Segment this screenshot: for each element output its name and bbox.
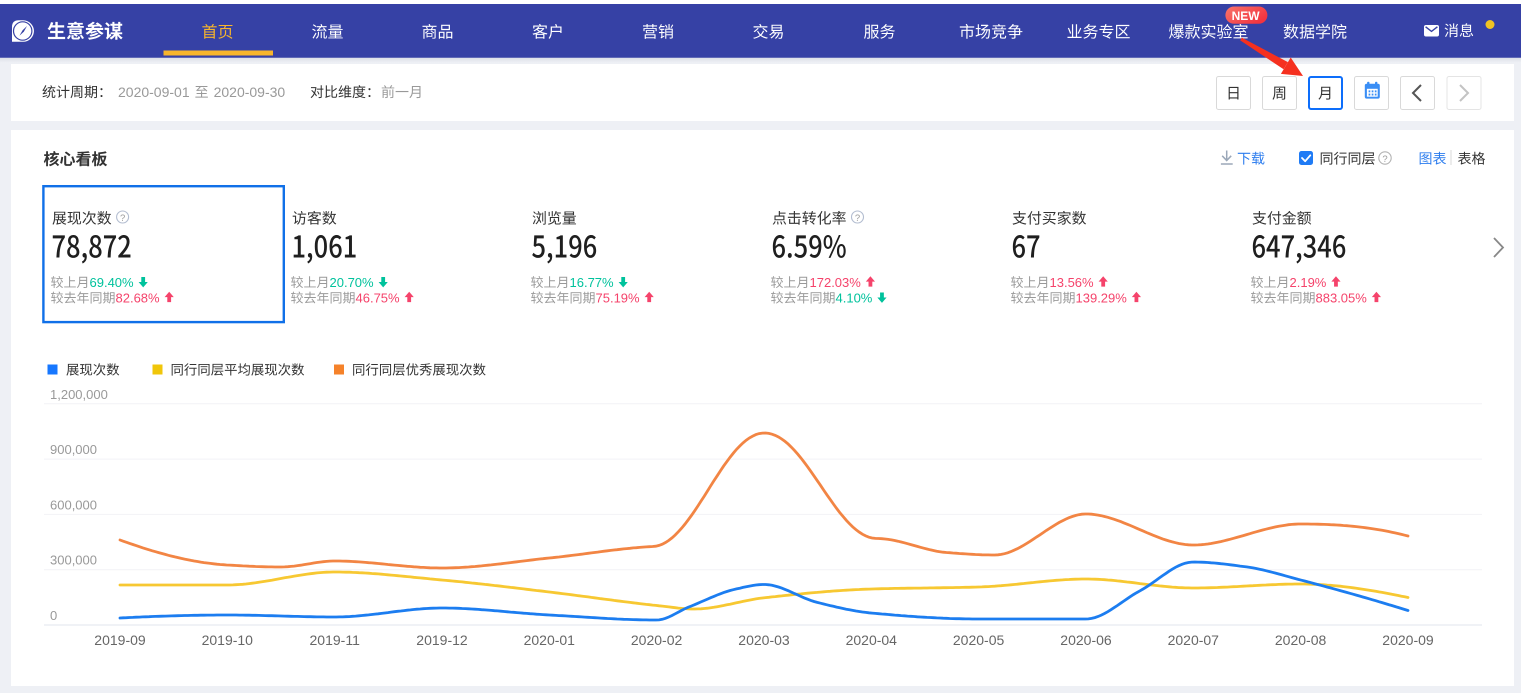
- svg-text:2019-11: 2019-11: [310, 632, 361, 648]
- svg-text:300,000: 300,000: [50, 553, 97, 568]
- svg-text:16.77%: 16.77%: [570, 275, 615, 290]
- svg-text:82.68%: 82.68%: [116, 291, 161, 306]
- svg-text:2020-05: 2020-05: [953, 632, 1005, 648]
- svg-text:4.10%: 4.10%: [836, 291, 873, 306]
- svg-text:883.05%: 883.05%: [1316, 291, 1368, 306]
- svg-text:0: 0: [50, 608, 57, 623]
- svg-text:2020-04: 2020-04: [846, 632, 898, 648]
- svg-text:2.19%: 2.19%: [1290, 275, 1327, 290]
- svg-text:900,000: 900,000: [50, 442, 97, 457]
- svg-text:?: ?: [1382, 154, 1387, 165]
- svg-text:2020-09-01: 2020-09-01: [118, 84, 190, 100]
- svg-text:2019-10: 2019-10: [202, 632, 254, 648]
- svg-text:2020-09-30: 2020-09-30: [214, 84, 286, 100]
- svg-text:2020-06: 2020-06: [1060, 632, 1112, 648]
- svg-text:?: ?: [855, 213, 860, 224]
- svg-text:600,000: 600,000: [50, 497, 97, 512]
- svg-text:2020-01: 2020-01: [524, 632, 576, 648]
- svg-text:172.03%: 172.03%: [810, 275, 862, 290]
- svg-text:75.19%: 75.19%: [596, 291, 641, 306]
- svg-text:13.56%: 13.56%: [1050, 275, 1095, 290]
- svg-text:2020-08: 2020-08: [1275, 632, 1327, 648]
- svg-text:2019-12: 2019-12: [416, 632, 468, 648]
- svg-text:1,200,000: 1,200,000: [50, 387, 108, 402]
- svg-text:2019-09: 2019-09: [94, 632, 146, 648]
- svg-text:69.40%: 69.40%: [90, 275, 135, 290]
- svg-text:?: ?: [120, 213, 125, 224]
- svg-text:2020-07: 2020-07: [1168, 632, 1220, 648]
- svg-text:2020-03: 2020-03: [738, 632, 790, 648]
- svg-text:NEW: NEW: [1232, 9, 1261, 23]
- svg-text:2020-02: 2020-02: [631, 632, 683, 648]
- svg-text:139.29%: 139.29%: [1076, 291, 1128, 306]
- svg-text:20.70%: 20.70%: [330, 275, 375, 290]
- svg-text:2020-09: 2020-09: [1382, 632, 1434, 648]
- svg-text:46.75%: 46.75%: [356, 291, 401, 306]
